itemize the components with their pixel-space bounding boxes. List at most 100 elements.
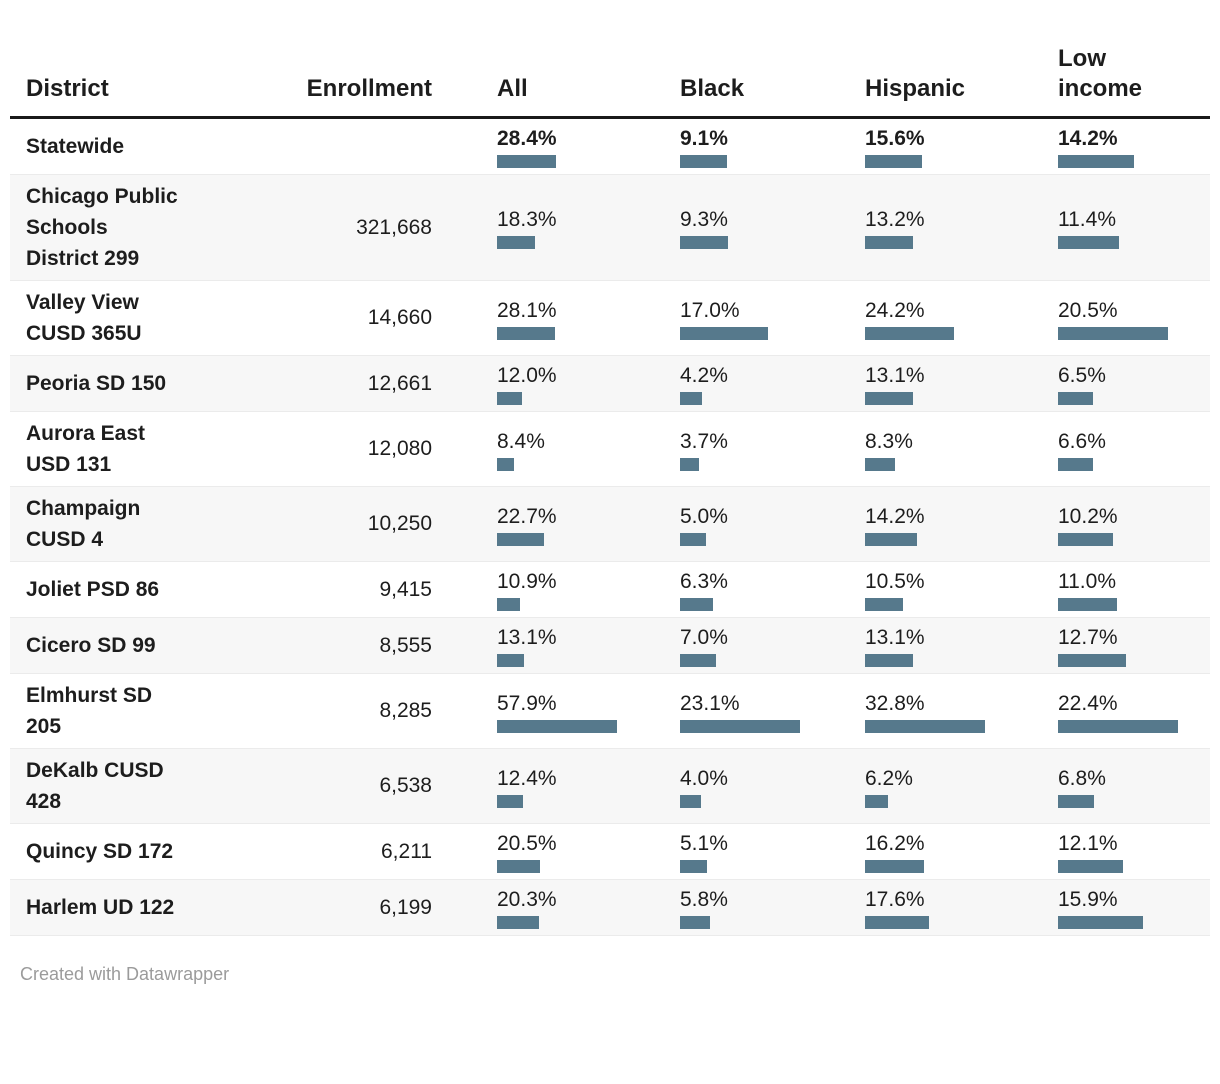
percent-bar	[865, 654, 913, 667]
percent-value: 22.4%	[1058, 691, 1118, 715]
percent-cell-hispanic: 24.2%	[865, 297, 1058, 340]
percent-value: 7.0%	[680, 626, 728, 649]
percent-value: 11.0%	[1058, 570, 1116, 593]
district-name: Champaign CUSD 4	[26, 497, 141, 551]
percent-bar	[497, 155, 556, 168]
percent-cell-hispanic: 14.2%	[865, 503, 1058, 546]
percent-value: 10.5%	[865, 570, 925, 593]
percent-value: 12.0%	[497, 364, 557, 387]
table-row: Chicago Public Schools District 299 321,…	[10, 175, 1210, 281]
percent-cell-low-income: 15.9%	[1058, 886, 1210, 929]
percent-bar	[1058, 860, 1123, 873]
percent-bar	[1058, 392, 1093, 405]
enrollment-value: 9,415	[379, 577, 432, 601]
percent-bar	[1058, 794, 1095, 808]
datawrapper-attribution[interactable]: Created with Datawrapper	[20, 964, 230, 984]
percent-cell-hispanic: 13.2%	[865, 206, 1058, 249]
percent-bar	[865, 860, 925, 873]
percent-bar	[865, 457, 896, 471]
percent-bar	[497, 654, 525, 667]
percent-bar	[865, 392, 913, 405]
percent-value: 3.7%	[680, 429, 728, 453]
percent-value: 10.2%	[1058, 504, 1118, 528]
percent-cell-black: 4.0%	[680, 765, 865, 808]
percent-bar	[497, 392, 522, 405]
percent-cell-hispanic: 13.1%	[865, 362, 1058, 405]
enrollment-value: 6,199	[379, 895, 432, 919]
district-name: Aurora East USD 131	[26, 422, 146, 476]
percent-value: 6.8%	[1058, 766, 1106, 790]
percent-cell-hispanic: 8.3%	[865, 428, 1058, 471]
percent-cell-low-income: 11.0%	[1058, 568, 1210, 611]
percent-cell-low-income: 12.1%	[1058, 830, 1210, 873]
column-header-enrollment: Enrollment	[306, 75, 432, 102]
percent-value: 57.9%	[497, 691, 557, 715]
percent-value: 8.3%	[865, 429, 913, 453]
percent-value: 6.3%	[680, 570, 728, 593]
percent-value: 32.8%	[865, 691, 925, 715]
table-row: Valley View CUSD 365U 14,660 28.1% 17.0%…	[10, 281, 1210, 356]
percent-value: 13.1%	[865, 626, 925, 649]
column-header-hispanic: Hispanic	[865, 75, 966, 102]
district-name: Quincy SD 172	[26, 840, 174, 863]
column-header-district: District	[26, 75, 109, 102]
percent-bar	[865, 794, 888, 808]
percent-value: 9.3%	[680, 208, 728, 231]
percent-value: 9.1%	[680, 127, 728, 150]
percent-cell-all: 20.5%	[497, 830, 680, 873]
percent-bar	[497, 532, 544, 546]
percent-value: 18.3%	[497, 208, 557, 231]
percent-cell-hispanic: 6.2%	[865, 765, 1058, 808]
percent-bar	[680, 794, 701, 808]
percent-cell-all: 28.1%	[497, 297, 680, 340]
percent-value: 15.6%	[865, 127, 925, 150]
enrollment-value: 6,538	[379, 774, 432, 797]
percent-value: 15.9%	[1058, 888, 1118, 911]
table-row: Harlem UD 122 6,199 20.3% 5.8% 17.6% 15.…	[10, 880, 1210, 936]
percent-cell-hispanic: 10.5%	[865, 568, 1058, 611]
table-row: DeKalb CUSD 428 6,538 12.4% 4.0% 6.2% 6.…	[10, 749, 1210, 824]
percent-cell-hispanic: 16.2%	[865, 830, 1058, 873]
percent-value: 14.2%	[1058, 127, 1118, 150]
district-name: Peoria SD 150	[26, 372, 167, 395]
percent-bar	[865, 598, 904, 611]
percent-value: 13.1%	[865, 364, 925, 387]
percent-cell-hispanic: 32.8%	[865, 690, 1058, 733]
table-row: Statewide 28.4% 9.1% 15.6% 14.2%	[10, 119, 1210, 175]
district-name: Joliet PSD 86	[26, 578, 160, 601]
percent-cell-hispanic: 15.6%	[865, 125, 1058, 168]
enrollment-value: 10,250	[367, 512, 432, 535]
percent-value: 16.2%	[865, 832, 925, 855]
percent-value: 12.1%	[1058, 832, 1118, 855]
percent-bar	[497, 916, 540, 929]
column-header-all: All	[497, 75, 528, 102]
percent-value: 10.9%	[497, 570, 557, 593]
percent-bar	[497, 457, 515, 471]
percent-value: 20.5%	[1058, 298, 1118, 322]
percent-cell-low-income: 11.4%	[1058, 206, 1210, 249]
table-row: Champaign CUSD 4 10,250 22.7% 5.0% 14.2%…	[10, 487, 1210, 562]
table-row: Aurora East USD 131 12,080 8.4% 3.7% 8.3…	[10, 412, 1210, 487]
enrollment-value: 14,660	[367, 306, 432, 329]
percent-bar	[865, 155, 923, 168]
district-name: Valley View CUSD 365U	[26, 291, 142, 345]
percent-bar	[497, 719, 617, 733]
percent-bar	[1058, 155, 1135, 168]
percent-cell-low-income: 6.8%	[1058, 765, 1210, 808]
percent-value: 14.2%	[865, 504, 925, 528]
percent-bar	[680, 916, 711, 929]
percent-cell-black: 5.8%	[680, 886, 865, 929]
percent-value: 17.6%	[865, 888, 925, 911]
percent-value: 5.8%	[680, 888, 728, 911]
percent-cell-all: 12.0%	[497, 362, 680, 405]
percent-cell-all: 22.7%	[497, 503, 680, 546]
percent-cell-black: 4.2%	[680, 362, 865, 405]
percent-bar	[1058, 326, 1168, 340]
percent-cell-low-income: 20.5%	[1058, 297, 1210, 340]
percent-cell-black: 9.1%	[680, 125, 865, 168]
percent-value: 17.0%	[680, 298, 740, 322]
percent-bar	[680, 654, 717, 667]
percent-bar	[497, 794, 523, 808]
percent-cell-black: 17.0%	[680, 297, 865, 340]
percent-bar	[1058, 654, 1126, 667]
